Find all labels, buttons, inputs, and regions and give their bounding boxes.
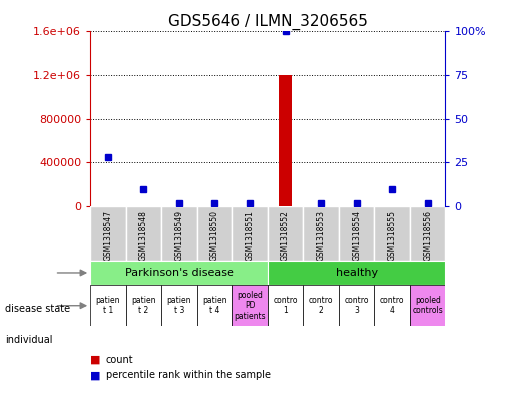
Text: GSM1318556: GSM1318556 (423, 210, 432, 261)
FancyBboxPatch shape (339, 285, 374, 326)
FancyBboxPatch shape (90, 285, 126, 326)
Text: individual: individual (5, 335, 53, 345)
Text: patien
t 1: patien t 1 (96, 296, 120, 316)
Text: contro
2: contro 2 (309, 296, 333, 316)
Bar (279, 75, 292, 206)
Text: percentile rank within the sample: percentile rank within the sample (106, 370, 270, 380)
Text: pooled
controls: pooled controls (413, 296, 443, 316)
FancyBboxPatch shape (126, 285, 161, 326)
Text: GSM1318555: GSM1318555 (388, 210, 397, 261)
FancyBboxPatch shape (90, 206, 126, 261)
FancyBboxPatch shape (410, 285, 445, 326)
FancyBboxPatch shape (232, 285, 268, 326)
FancyBboxPatch shape (197, 206, 232, 261)
FancyBboxPatch shape (90, 261, 268, 285)
Text: GSM1318548: GSM1318548 (139, 210, 148, 261)
FancyBboxPatch shape (374, 285, 410, 326)
Text: contro
1: contro 1 (273, 296, 298, 316)
Text: pooled
PD
patients: pooled PD patients (234, 291, 266, 321)
FancyBboxPatch shape (90, 206, 445, 261)
FancyBboxPatch shape (197, 285, 232, 326)
FancyBboxPatch shape (126, 206, 161, 261)
FancyBboxPatch shape (303, 285, 339, 326)
Text: patien
t 2: patien t 2 (131, 296, 156, 316)
FancyBboxPatch shape (339, 206, 374, 261)
Text: ■: ■ (90, 370, 100, 380)
Text: Parkinson's disease: Parkinson's disease (125, 268, 233, 278)
FancyBboxPatch shape (374, 206, 410, 261)
FancyBboxPatch shape (161, 206, 197, 261)
Text: GSM1318551: GSM1318551 (246, 210, 254, 261)
FancyBboxPatch shape (161, 285, 197, 326)
Text: GSM1318549: GSM1318549 (175, 210, 183, 261)
FancyBboxPatch shape (268, 285, 303, 326)
Text: contro
3: contro 3 (345, 296, 369, 316)
Text: GSM1318552: GSM1318552 (281, 210, 290, 261)
FancyBboxPatch shape (268, 261, 445, 285)
FancyBboxPatch shape (268, 206, 303, 261)
Text: patien
t 4: patien t 4 (202, 296, 227, 316)
Text: healthy: healthy (336, 268, 377, 278)
FancyBboxPatch shape (232, 206, 268, 261)
Text: GSM1318547: GSM1318547 (104, 210, 112, 261)
Text: ■: ■ (90, 354, 100, 365)
Title: GDS5646 / ILMN_3206565: GDS5646 / ILMN_3206565 (168, 14, 368, 30)
FancyBboxPatch shape (410, 206, 445, 261)
Text: patien
t 3: patien t 3 (167, 296, 191, 316)
Text: disease state: disease state (5, 303, 70, 314)
Text: GSM1318550: GSM1318550 (210, 210, 219, 261)
Text: contro
4: contro 4 (380, 296, 404, 316)
FancyBboxPatch shape (303, 206, 339, 261)
Text: GSM1318553: GSM1318553 (317, 210, 325, 261)
Text: count: count (106, 354, 133, 365)
Text: GSM1318554: GSM1318554 (352, 210, 361, 261)
